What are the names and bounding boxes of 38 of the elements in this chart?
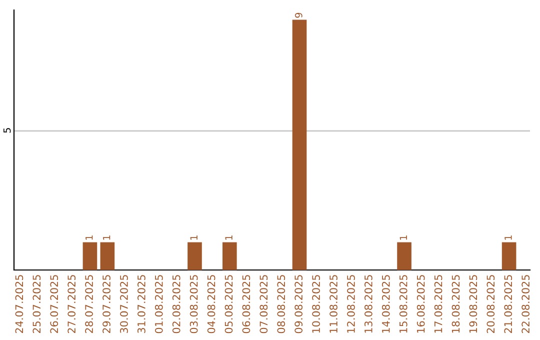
x-tick-label: 19.08.2025 xyxy=(469,275,478,333)
x-tick-label: 15.08.2025 xyxy=(399,275,408,333)
data-label: 1 xyxy=(190,236,198,240)
x-tick-label: 22.08.2025 xyxy=(522,275,530,334)
x-tick-label: 07.08.2025 xyxy=(260,275,268,334)
data-label: 1 xyxy=(400,236,407,240)
x-tick-label: 26.07.2025 xyxy=(50,275,58,334)
x-tick-label: 18.08.2025 xyxy=(452,275,460,333)
x-tick-label: 20.08.2025 xyxy=(486,275,495,334)
data-label: 9 xyxy=(294,12,302,18)
x-tick-label: 08.08.2025 xyxy=(277,275,286,334)
x-tick-label: 06.08.2025 xyxy=(242,275,250,334)
data-label: 1 xyxy=(225,236,232,240)
x-tick-label: 02.08.2025 xyxy=(172,275,180,334)
x-tick-label: 01.08.2025 xyxy=(154,275,163,334)
x-tick-label: 16.08.2025 xyxy=(416,275,425,333)
data-label: 1 xyxy=(103,236,110,240)
x-tick-label: 21.08.2025 xyxy=(504,275,512,334)
data-label: 1 xyxy=(504,236,512,240)
x-tick-label: 10.08.2025 xyxy=(312,275,320,333)
x-tick-label: 25.07.2025 xyxy=(32,275,41,334)
x-tick-label: 12.08.2025 xyxy=(347,275,355,333)
x-tick-label: 14.08.2025 xyxy=(382,275,390,333)
x-tick-label: 30.07.2025 xyxy=(120,275,128,334)
x-tick-label: 04.08.2025 xyxy=(207,275,216,334)
x-tick-label: 11.08.2025 xyxy=(330,275,338,333)
y-tick-label: 5 xyxy=(4,128,11,133)
x-tick-label: 09.08.2025 xyxy=(294,275,303,334)
x-tick-label: 13.08.2025 xyxy=(364,275,372,333)
x-tick-label: 17.08.2025 xyxy=(434,275,442,333)
x-tick-label: 24.07.2025 xyxy=(15,275,24,334)
x-tick-label: 03.08.2025 xyxy=(190,275,198,334)
x-tick-label: 27.07.2025 xyxy=(68,275,76,334)
data-label: 1 xyxy=(86,236,93,240)
x-tick-label: 31.07.2025 xyxy=(137,275,146,334)
x-tick-label: 28.07.2025 xyxy=(85,275,93,334)
x-tick-label: 05.08.2025 xyxy=(224,275,233,334)
x-tick-label: 29.07.2025 xyxy=(102,275,110,334)
